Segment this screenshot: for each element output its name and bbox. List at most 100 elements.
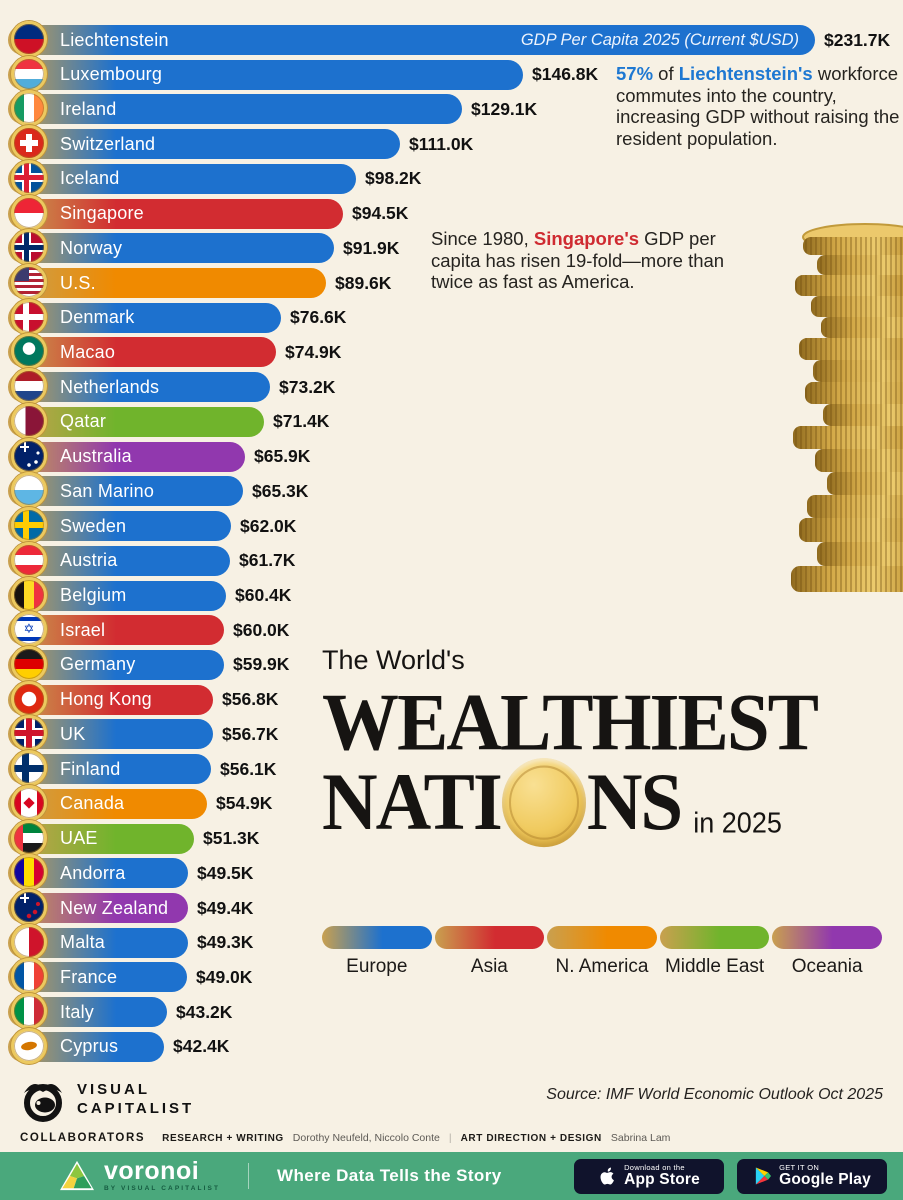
legend-label: Oceania: [791, 956, 863, 977]
legend-item: Middle East: [659, 926, 770, 978]
chart-row: Singapore $94.5K: [8, 194, 408, 231]
country-label: Israel: [60, 619, 106, 640]
axis-label: GDP Per Capita 2025 (Current $USD): [520, 30, 799, 49]
voronoi-icon: [60, 1160, 94, 1191]
country-bar: Belgium: [8, 576, 226, 613]
country-bar: Israel: [8, 611, 224, 648]
country-flag-icon: [11, 194, 47, 231]
google-play-badge[interactable]: GET IT ON Google Play: [737, 1158, 887, 1194]
country-bar: Norway: [8, 229, 334, 266]
country-flag-icon: [11, 437, 47, 474]
country-bar: San Marino: [8, 472, 243, 509]
value-label: $74.9K: [285, 341, 342, 362]
value-label: $98.2K: [365, 168, 422, 189]
country-flag-icon: [11, 819, 47, 856]
apple-icon: [600, 1167, 614, 1185]
coin-icon: [501, 758, 586, 848]
country-label: Ireland: [60, 98, 117, 119]
chart-row: Switzerland $111.0K: [8, 125, 474, 162]
visual-capitalist-logo: [24, 1084, 62, 1122]
country-label: Netherlands: [60, 376, 160, 397]
chart-row: Israel $60.0K: [8, 611, 289, 648]
chart-row: Sweden $62.0K: [8, 507, 297, 544]
value-label: $111.0K: [409, 133, 474, 154]
chart-row: Cyprus $42.4K: [8, 1027, 229, 1064]
country-flag-icon: [11, 715, 47, 752]
country-flag-icon: [11, 784, 47, 821]
value-label: $73.2K: [279, 376, 336, 397]
title-kicker: The World's: [322, 645, 465, 675]
value-label: $129.1K: [471, 98, 538, 119]
country-bar: Switzerland: [8, 125, 400, 162]
value-label: $49.3K: [197, 932, 254, 953]
legend-item: N. America: [547, 926, 657, 978]
chart-row: UAE $51.3K: [8, 819, 260, 856]
chart-row: Italy $43.2K: [8, 993, 233, 1030]
chart-row: UK $56.7K: [8, 715, 279, 752]
country-label: Australia: [60, 446, 132, 467]
app-store-badge[interactable]: Download on the App Store: [574, 1158, 724, 1194]
country-label: Italy: [60, 1001, 95, 1022]
title-line2: NATI NS in 2025: [322, 756, 782, 848]
country-label: Qatar: [60, 411, 107, 432]
value-label: $89.6K: [335, 272, 392, 293]
country-flag-icon: [11, 541, 47, 578]
country-label: Sweden: [60, 515, 127, 536]
voronoi-logo-lockup[interactable]: voronoi BY VISUAL CAPITALIST: [58, 1159, 220, 1193]
country-bar: Ireland: [8, 90, 462, 127]
country-label: Luxembourg: [60, 64, 163, 85]
chart-row: Austria $61.7K: [8, 541, 296, 578]
annotation-liechtenstein: 57% of Liechtenstein's workforce commute…: [616, 63, 900, 149]
value-label: $60.4K: [235, 585, 292, 606]
collaborators-label: COLLABORATORS: [20, 1132, 146, 1144]
voronoi-byline: BY VISUAL CAPITALIST: [104, 1185, 221, 1193]
country-flag-icon: [11, 229, 47, 266]
value-label: $76.6K: [290, 307, 347, 328]
region-legend: Europe Asia N. America Middle East Ocean…: [322, 926, 882, 978]
country-bar: Netherlands: [8, 368, 270, 405]
chart-row: Norway $91.9K: [8, 229, 400, 266]
country-label: UAE: [60, 828, 98, 849]
footer-divider: [248, 1163, 250, 1189]
annotation-country-blue: Liechtenstein's: [678, 63, 813, 84]
country-label: Germany: [60, 654, 136, 675]
source-note: Source: IMF World Economic Outlook Oct 2…: [546, 1086, 883, 1103]
country-flag-icon: [11, 854, 47, 891]
coin-stack-photo: [765, 221, 903, 603]
chart-row: Ireland $129.1K: [8, 90, 538, 127]
country-flag-icon: [11, 472, 47, 509]
chart-row: Netherlands $73.2K: [8, 368, 336, 405]
country-label: New Zealand: [60, 897, 169, 918]
country-label: San Marino: [60, 480, 155, 501]
country-label: Andorra: [60, 862, 126, 883]
chart-row: San Marino $65.3K: [8, 472, 308, 509]
country-label: France: [60, 966, 118, 987]
country-label: Switzerland: [60, 133, 156, 154]
country-flag-icon: [11, 889, 47, 925]
chart-row: New Zealand $49.4K: [8, 889, 253, 925]
value-label: $146.8K: [532, 64, 599, 85]
country-bar: Qatar: [8, 402, 264, 439]
country-bar: Finland: [8, 750, 211, 787]
value-label: $61.7K: [239, 550, 296, 571]
country-flag-icon: [11, 750, 47, 787]
value-label: $56.8K: [222, 689, 279, 710]
value-label: $43.2K: [176, 1001, 233, 1022]
value-label: $51.3K: [203, 828, 260, 849]
country-label: Macao: [60, 341, 116, 362]
country-label: Singapore: [60, 203, 144, 224]
country-flag-icon: [11, 1027, 47, 1064]
value-label: $91.9K: [343, 237, 400, 258]
legend-label: Middle East: [664, 956, 765, 977]
country-bar: Sweden: [8, 507, 231, 544]
legend-item: Asia: [434, 926, 545, 978]
annotation-pct: 57%: [616, 63, 654, 84]
country-label: Finland: [60, 758, 121, 779]
value-label: $56.7K: [222, 723, 279, 744]
chart-row: Finland $56.1K: [8, 750, 276, 787]
value-label: $62.0K: [240, 515, 297, 536]
country-label: Liechtenstein: [60, 29, 169, 50]
country-flag-icon: [11, 55, 47, 92]
legend-item: Oceania: [772, 926, 882, 978]
country-flag-icon: [11, 507, 47, 544]
